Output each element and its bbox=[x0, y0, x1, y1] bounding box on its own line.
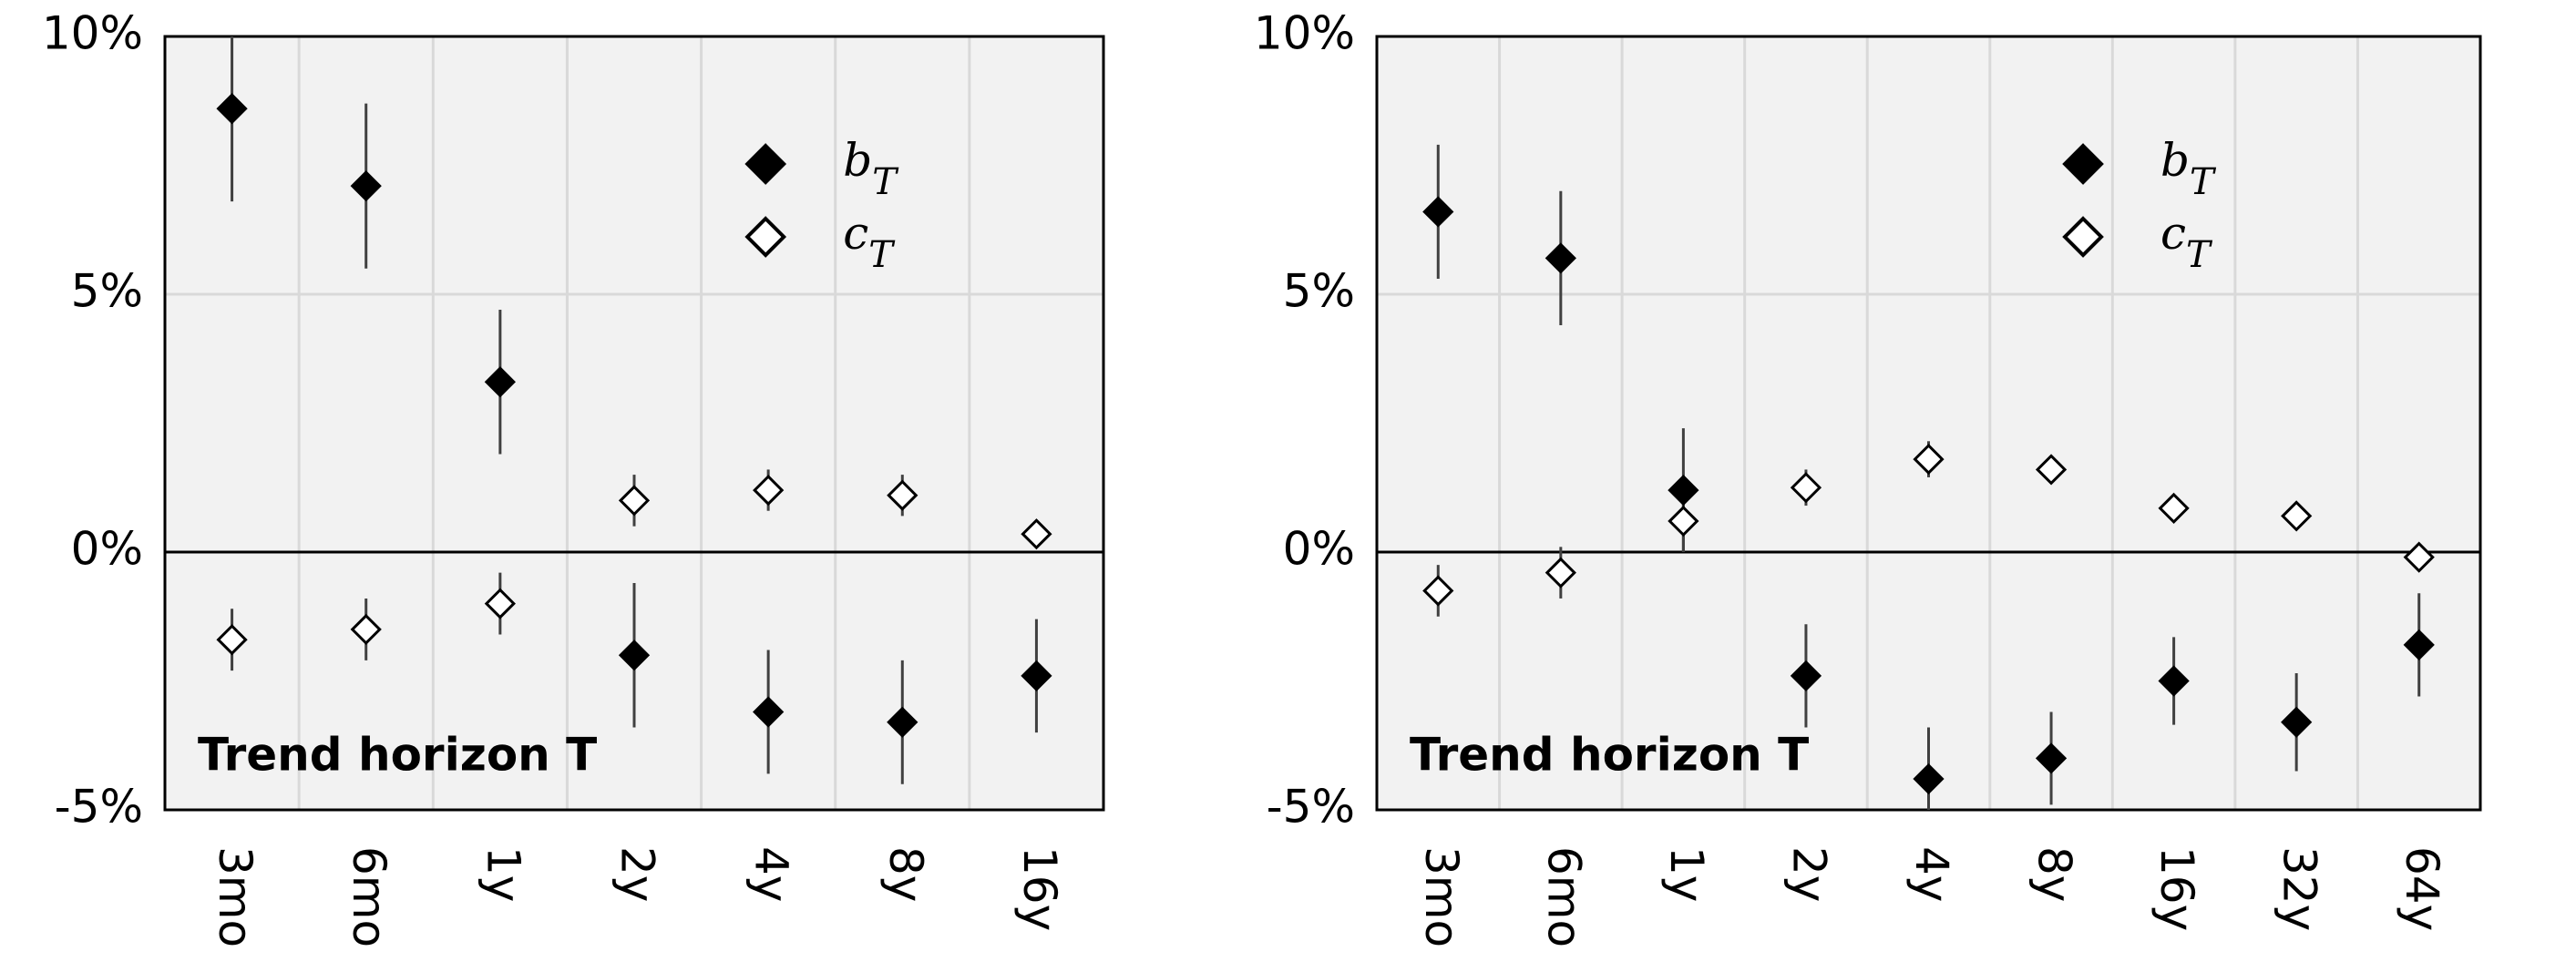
legend-label: bT bbox=[843, 134, 899, 203]
y-tick-label: 0% bbox=[1283, 523, 1355, 576]
point bbox=[2035, 742, 2068, 774]
x-tick-label: 32y bbox=[2273, 846, 2326, 931]
legend-label: cT bbox=[2160, 207, 2213, 276]
y-tick-label: 0% bbox=[71, 523, 143, 576]
y-tick-label: 5% bbox=[1283, 265, 1355, 318]
y-tick-label: 10% bbox=[1254, 7, 1355, 60]
point bbox=[2035, 454, 2068, 486]
y-tick-label: -5% bbox=[55, 781, 143, 834]
x-tick-label: 8y bbox=[2028, 846, 2081, 902]
point bbox=[2281, 706, 2313, 738]
plot-border bbox=[163, 35, 1105, 812]
x-tick-label: 4y bbox=[745, 846, 798, 902]
y-tick-label: -5% bbox=[1267, 781, 1355, 834]
x-tick-label: 1y bbox=[1660, 846, 1713, 902]
x-tick-label: 8y bbox=[879, 846, 932, 902]
x-tick-label: 1y bbox=[477, 846, 529, 902]
point bbox=[753, 474, 785, 507]
x-tick-label: 2y bbox=[611, 846, 664, 902]
x-tick-label: 6mo bbox=[1537, 846, 1590, 947]
point bbox=[618, 485, 651, 517]
point bbox=[1545, 242, 1576, 274]
point bbox=[2403, 629, 2435, 661]
legend-marker bbox=[2062, 216, 2104, 258]
y-tick-label: 10% bbox=[42, 7, 143, 60]
x-tick-label: 16y bbox=[1013, 846, 1066, 931]
point bbox=[1790, 472, 1822, 504]
x-tick-label: 6mo bbox=[343, 846, 395, 947]
legend-marker bbox=[744, 216, 787, 258]
x-tick-label: 3mo bbox=[1415, 846, 1468, 947]
x-tick-label: 2y bbox=[1782, 846, 1835, 902]
point bbox=[1668, 474, 1699, 507]
annotation: Trend horizon T bbox=[1410, 729, 1809, 782]
marks bbox=[1422, 144, 2435, 810]
x-tick-label: 4y bbox=[1905, 846, 1958, 902]
plot-area bbox=[1377, 36, 2480, 810]
legend-label: cT bbox=[843, 207, 896, 276]
point bbox=[216, 624, 248, 656]
point bbox=[484, 588, 516, 619]
x-tick-label: 64y bbox=[2396, 846, 2448, 931]
point bbox=[350, 613, 382, 646]
y-tick-label: 5% bbox=[71, 265, 143, 318]
point bbox=[1913, 762, 1945, 795]
point bbox=[887, 479, 919, 511]
point bbox=[1668, 505, 1699, 537]
legend-marker bbox=[2062, 143, 2104, 185]
point bbox=[2403, 541, 2435, 573]
point bbox=[1545, 557, 1576, 588]
marks bbox=[216, 36, 1052, 784]
x-tick-label: 3mo bbox=[209, 846, 262, 947]
point bbox=[1790, 660, 1822, 691]
point bbox=[2281, 500, 2313, 532]
point bbox=[2158, 492, 2190, 525]
point bbox=[216, 93, 248, 125]
legend-marker bbox=[744, 143, 787, 185]
point bbox=[1913, 443, 1945, 476]
legend-label: bT bbox=[2160, 134, 2217, 203]
point bbox=[1021, 660, 1052, 691]
point bbox=[618, 640, 651, 671]
point bbox=[887, 706, 919, 738]
point bbox=[753, 696, 785, 728]
point bbox=[484, 366, 516, 398]
x-tick-label: 16y bbox=[2150, 846, 2203, 931]
point bbox=[1021, 518, 1052, 550]
annotation: Trend horizon T bbox=[198, 729, 597, 782]
point bbox=[2158, 665, 2190, 697]
point bbox=[1422, 196, 1454, 228]
point bbox=[350, 170, 382, 202]
point bbox=[1422, 575, 1454, 607]
